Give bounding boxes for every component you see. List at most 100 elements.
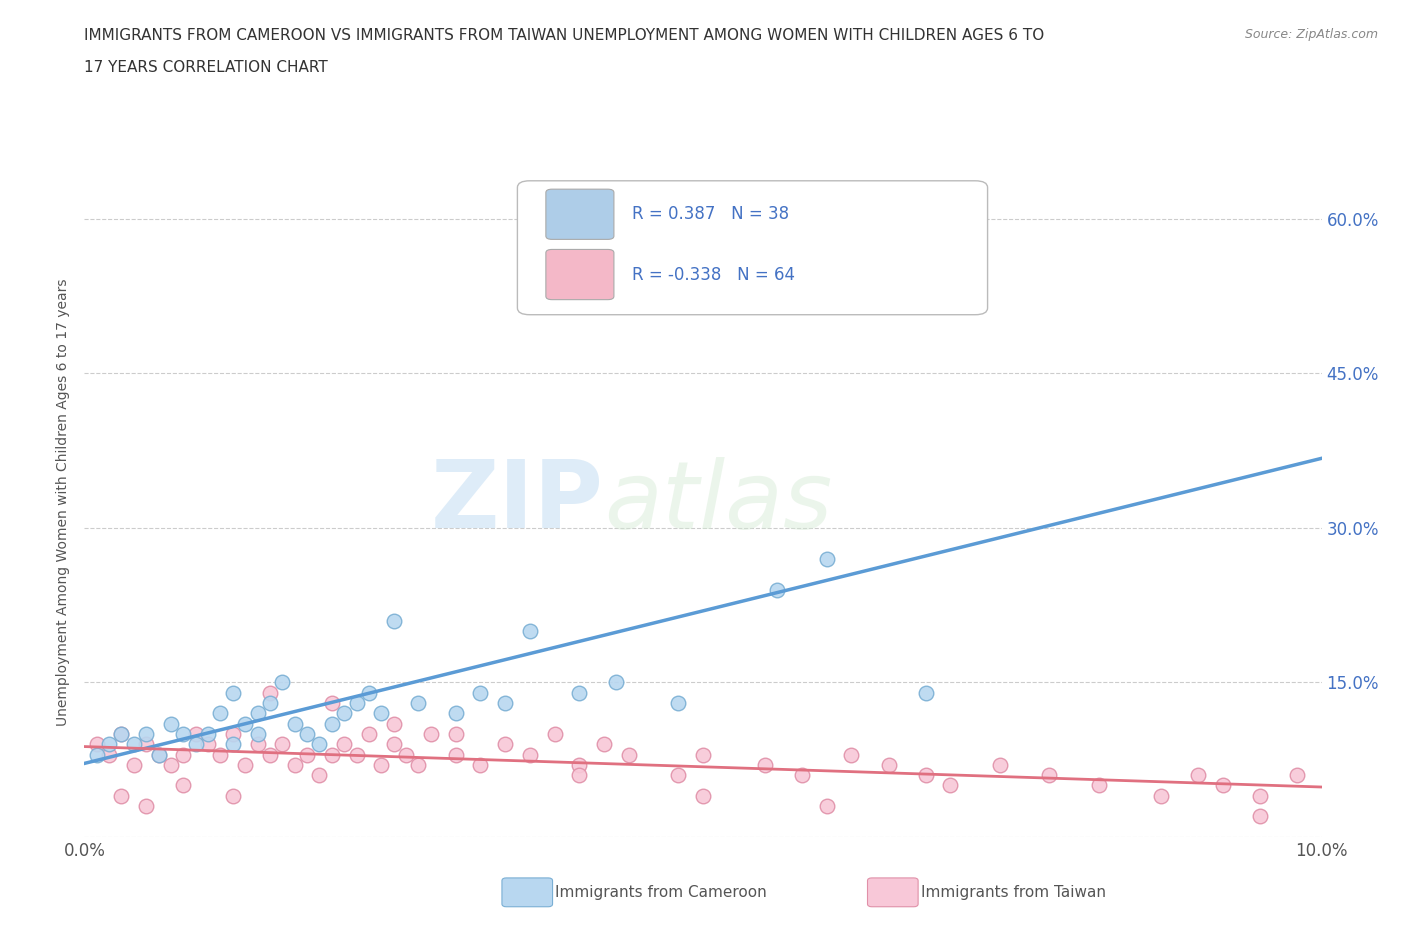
Point (259, 747, 281, 762)
Point (321, 716, 343, 731)
Point (184, 726, 207, 741)
Point (939, 778, 962, 793)
Point (766, 237, 789, 252)
Point (246, 706, 269, 721)
Text: R = 0.387   N = 38: R = 0.387 N = 38 (633, 206, 790, 223)
Point (444, 747, 467, 762)
Point (246, 726, 269, 741)
Point (1150, 789, 1173, 804)
Point (408, 696, 430, 711)
Point (209, 706, 232, 721)
Text: atlas: atlas (605, 457, 832, 548)
Point (346, 747, 368, 762)
Point (98, 737, 121, 751)
Point (135, 799, 157, 814)
Point (135, 737, 157, 751)
Point (1249, 789, 1271, 804)
Point (222, 737, 245, 751)
Point (259, 696, 281, 711)
Point (444, 706, 467, 721)
Point (914, 768, 936, 783)
Point (284, 716, 307, 731)
Point (148, 747, 170, 762)
Point (259, 685, 281, 700)
Point (197, 726, 219, 741)
Point (568, 757, 591, 772)
Point (754, 757, 776, 772)
Point (135, 726, 157, 741)
Point (197, 737, 219, 751)
Point (395, 747, 418, 762)
Point (470, 685, 492, 700)
Point (914, 685, 936, 700)
Point (841, 747, 863, 762)
Point (494, 737, 516, 751)
Point (593, 737, 616, 751)
Point (382, 737, 405, 751)
FancyBboxPatch shape (546, 249, 614, 299)
Point (382, 716, 405, 731)
Text: R = -0.338   N = 64: R = -0.338 N = 64 (633, 266, 796, 284)
Point (148, 747, 170, 762)
Point (470, 757, 492, 772)
Text: IMMIGRANTS FROM CAMEROON VS IMMIGRANTS FROM TAIWAN UNEMPLOYMENT AMONG WOMEN WITH: IMMIGRANTS FROM CAMEROON VS IMMIGRANTS F… (84, 28, 1045, 43)
Point (1212, 778, 1234, 793)
Point (370, 706, 392, 721)
Point (321, 696, 343, 711)
Point (110, 726, 132, 741)
Point (494, 696, 516, 711)
Point (110, 789, 132, 804)
Point (209, 747, 232, 762)
Point (295, 726, 318, 741)
Point (877, 757, 900, 772)
Point (444, 726, 467, 741)
Point (122, 757, 145, 772)
Text: ZIP: ZIP (432, 457, 605, 548)
Point (692, 789, 714, 804)
Point (271, 737, 294, 751)
FancyBboxPatch shape (546, 189, 614, 239)
Point (666, 768, 689, 783)
Point (1187, 768, 1209, 783)
Point (333, 706, 356, 721)
Point (988, 757, 1011, 772)
Point (321, 747, 343, 762)
Point (543, 726, 565, 741)
Text: Source: ZipAtlas.com: Source: ZipAtlas.com (1244, 28, 1378, 41)
Text: 17 YEARS CORRELATION CHART: 17 YEARS CORRELATION CHART (84, 60, 328, 75)
Point (333, 737, 356, 751)
Point (172, 726, 194, 741)
Point (184, 737, 207, 751)
Point (346, 696, 368, 711)
Point (160, 716, 183, 731)
Point (172, 778, 194, 793)
Point (408, 757, 430, 772)
Point (357, 685, 380, 700)
Y-axis label: Unemployment Among Women with Children Ages 6 to 17 years: Unemployment Among Women with Children A… (56, 278, 70, 726)
Point (233, 716, 256, 731)
Point (308, 768, 330, 783)
Point (419, 726, 441, 741)
Point (160, 757, 183, 772)
FancyBboxPatch shape (517, 180, 987, 314)
Point (308, 737, 330, 751)
Point (815, 551, 838, 566)
Point (382, 613, 405, 628)
Point (357, 726, 380, 741)
Point (666, 696, 689, 711)
Point (617, 747, 640, 762)
Point (86, 737, 108, 751)
Point (246, 737, 269, 751)
Point (519, 623, 541, 638)
Point (1038, 768, 1060, 783)
Point (86, 747, 108, 762)
Point (692, 747, 714, 762)
Point (568, 685, 591, 700)
Point (233, 757, 256, 772)
Point (98, 747, 121, 762)
Point (1249, 809, 1271, 824)
Point (222, 726, 245, 741)
Point (271, 675, 294, 690)
Text: Immigrants from Cameroon: Immigrants from Cameroon (555, 885, 768, 900)
Point (295, 747, 318, 762)
